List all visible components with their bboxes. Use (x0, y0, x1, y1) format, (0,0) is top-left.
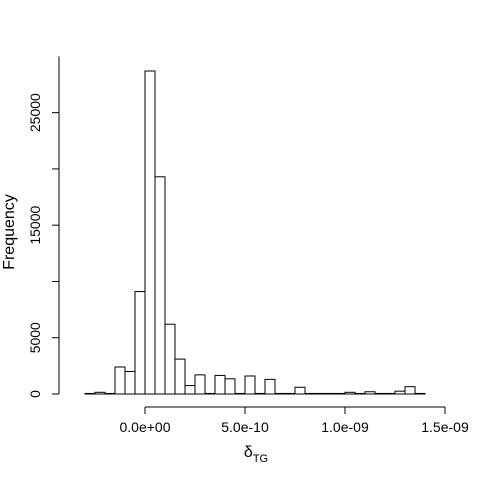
histogram-bar (84, 392, 96, 395)
histogram-bar (154, 176, 166, 395)
histogram-bar (94, 391, 106, 395)
histogram-bar (234, 392, 246, 395)
histogram-bar (414, 392, 426, 395)
histogram-bar (274, 392, 286, 395)
histogram-bar (164, 323, 176, 395)
histogram-bar (224, 378, 236, 395)
histogram-bars (84, 70, 426, 395)
histogram-bar (284, 392, 296, 395)
histogram-bar (304, 392, 316, 395)
histogram-bar (144, 70, 156, 395)
histogram-bar (244, 375, 256, 395)
y-tick-label: 0 (27, 390, 43, 398)
y-tick-label: 5000 (27, 322, 43, 353)
x-tick-label: 0.0e+00 (120, 419, 171, 435)
histogram-bar (384, 392, 396, 395)
histogram-bar (364, 391, 376, 395)
histogram-bar (344, 391, 356, 395)
histogram-bar (134, 291, 146, 395)
y-tick-label: 25000 (27, 93, 43, 132)
x-axis-label-symbol: δ (244, 444, 253, 461)
histogram-bar (104, 392, 116, 395)
histogram-bar (174, 358, 186, 395)
histogram-bar (204, 392, 216, 395)
histogram-bar (214, 374, 226, 395)
histogram-bar (264, 378, 276, 395)
x-tick-label: 1.5e-09 (421, 419, 469, 435)
histogram-bar (394, 390, 406, 395)
histogram-bar (324, 392, 336, 395)
x-axis: 0.0e+00 5.0e-10 1.0e-09 1.5e-09 (120, 406, 469, 435)
histogram-bar (404, 386, 416, 395)
histogram-bar (354, 392, 366, 395)
y-axis: 0 5000 15000 25000 (27, 56, 60, 398)
histogram-bar (334, 392, 346, 395)
x-axis-label: δTG (244, 444, 268, 465)
y-axis-label: Frequency (1, 194, 18, 270)
histogram-bar (114, 366, 126, 395)
x-axis-label-subscript: TG (253, 453, 268, 465)
y-tick-label: 15000 (27, 206, 43, 245)
histogram-bar (294, 386, 306, 395)
histogram-bar (314, 392, 326, 395)
histogram-bar (254, 392, 266, 395)
histogram-bar (374, 392, 386, 395)
x-tick-label: 1.0e-09 (321, 419, 369, 435)
histogram-bar (124, 370, 136, 395)
histogram-bar (184, 385, 196, 395)
x-tick-label: 5.0e-10 (221, 419, 269, 435)
histogram-bar (194, 374, 206, 395)
